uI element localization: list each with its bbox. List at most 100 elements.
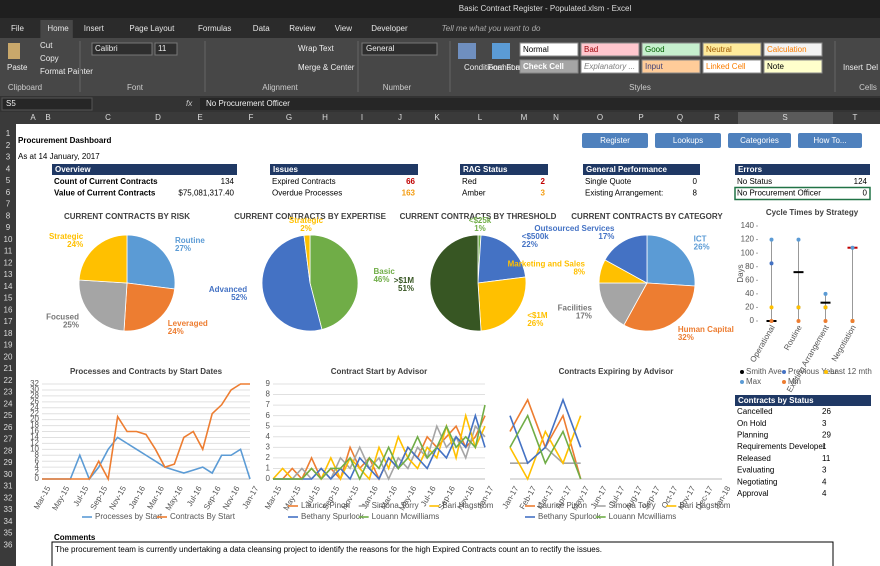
formula-input [200, 98, 880, 110]
comments-box [51, 541, 834, 566]
cell-style[interactable] [763, 42, 823, 57]
cell-style[interactable] [702, 42, 762, 57]
table-value: 163 [402, 189, 416, 198]
row-header: 33 [4, 505, 13, 514]
menu-tab[interactable]: Data [253, 24, 270, 33]
ribbon-group-label: Cells [859, 83, 877, 92]
pie-slice [477, 276, 527, 332]
y-tick-label: 0 [750, 316, 755, 325]
name-box-text: S5 [6, 99, 16, 108]
pie-slice [123, 282, 176, 332]
nav-button[interactable] [728, 133, 791, 148]
pie-label: >$1M [394, 276, 415, 285]
legend-label: Louann Mcwilliams [372, 512, 440, 521]
formula-content: No Procurement Officer [206, 99, 290, 108]
menu-tab[interactable]: Insert [84, 24, 105, 33]
menu-tab[interactable]: Page Layout [129, 24, 175, 33]
point-mark [823, 305, 828, 310]
cell-style-label: Linked Cell [706, 62, 746, 71]
column-header: S [782, 113, 787, 122]
status-value: 11 [822, 454, 831, 463]
menu-tab[interactable]: Developer [371, 24, 408, 33]
table-value: 0 [863, 189, 868, 198]
point-mark [850, 245, 855, 250]
cell-style[interactable] [580, 42, 640, 57]
point-mark [796, 237, 801, 242]
nav-button[interactable] [798, 133, 862, 148]
nav-button-label[interactable]: Lookups [673, 136, 703, 145]
menu-tab[interactable]: Formulas [198, 24, 231, 33]
menu-tab[interactable]: File [11, 24, 24, 33]
nav-button-label[interactable]: Register [600, 136, 630, 145]
series-line [42, 436, 251, 481]
nav-button[interactable] [655, 133, 721, 148]
title-bar [0, 0, 880, 18]
ribbon-button: Merge & Center [298, 63, 355, 72]
pie-slice [78, 279, 128, 332]
cell-style[interactable] [763, 59, 823, 74]
legend-label: Bethany Spurlock [538, 512, 602, 521]
table-value: 3 [541, 189, 546, 198]
nav-button-label[interactable]: Categories [740, 136, 779, 145]
status-label: Requirements Developer [737, 442, 826, 451]
cell-style[interactable] [641, 59, 701, 74]
status-value: 4 [822, 477, 827, 486]
y-tick-label: 20 [745, 303, 754, 312]
point-mark [769, 261, 774, 266]
dashboard-title: Procurement Dashboard [18, 136, 111, 145]
row-header-bar [0, 124, 16, 566]
y-tick-label: 4 [35, 462, 40, 471]
table-label: Value of Current Contracts [54, 189, 156, 198]
table-value: 134 [221, 177, 235, 186]
cell-style-label: Neutral [706, 45, 732, 54]
point-mark [823, 319, 828, 323]
row-header: 22 [4, 376, 13, 385]
ribbon-button: Copy [40, 54, 59, 63]
pie-label: <$500k [522, 232, 549, 241]
status-value: 26 [822, 407, 831, 416]
menu-tab[interactable]: Home [47, 24, 69, 33]
average-mark [820, 301, 831, 304]
column-header-bar [0, 112, 880, 124]
legend-swatch [782, 380, 786, 384]
pie-value-label: 24% [67, 240, 83, 249]
menu-tab[interactable]: View [335, 24, 352, 33]
table-value: 2 [541, 177, 546, 186]
pie-value-label: 22% [522, 240, 538, 249]
series-line [273, 404, 486, 481]
selected-column [738, 112, 833, 124]
table-header-text: Errors [738, 165, 763, 174]
y-tick-label: 40 [745, 289, 754, 298]
row-header: 29 [4, 458, 13, 467]
table-label: Single Quote [585, 177, 632, 186]
status-value: 4 [822, 489, 827, 498]
cell-style[interactable] [580, 59, 640, 74]
cell-style[interactable] [641, 42, 701, 57]
nav-button[interactable] [582, 133, 648, 148]
cell-style[interactable] [519, 59, 579, 74]
point-mark [769, 305, 774, 310]
legend-label: Bethany Spurlock [301, 512, 365, 521]
column-header: B [45, 113, 50, 122]
chart-title: Cycle Times by Strategy [766, 208, 859, 217]
menu-tab[interactable]: Review [289, 24, 315, 33]
y-tick-label: 8 [35, 450, 40, 459]
table-value: 66 [406, 177, 415, 186]
pie-label: Human Capital [678, 325, 734, 334]
point-mark [823, 291, 828, 296]
row-header: 34 [4, 517, 13, 526]
legend-label: Smith Ave [746, 367, 782, 376]
cell-style[interactable] [702, 59, 762, 74]
y-tick-label: 28 [30, 391, 39, 400]
window-title: Basic Contract Register - Populated.xlsm… [459, 4, 632, 13]
table-value: 124 [854, 177, 868, 186]
pie-value-label: 25% [63, 320, 79, 329]
column-header: F [249, 113, 254, 122]
pie-label: Focused [46, 312, 79, 321]
table-header-text: Overview [55, 165, 91, 174]
nav-button-label[interactable]: How To... [813, 136, 846, 145]
y-tick-label: 18 [30, 421, 39, 430]
legend-label: Min [788, 377, 801, 386]
pie-value-label: 46% [373, 275, 389, 284]
cell-style[interactable] [519, 42, 579, 57]
